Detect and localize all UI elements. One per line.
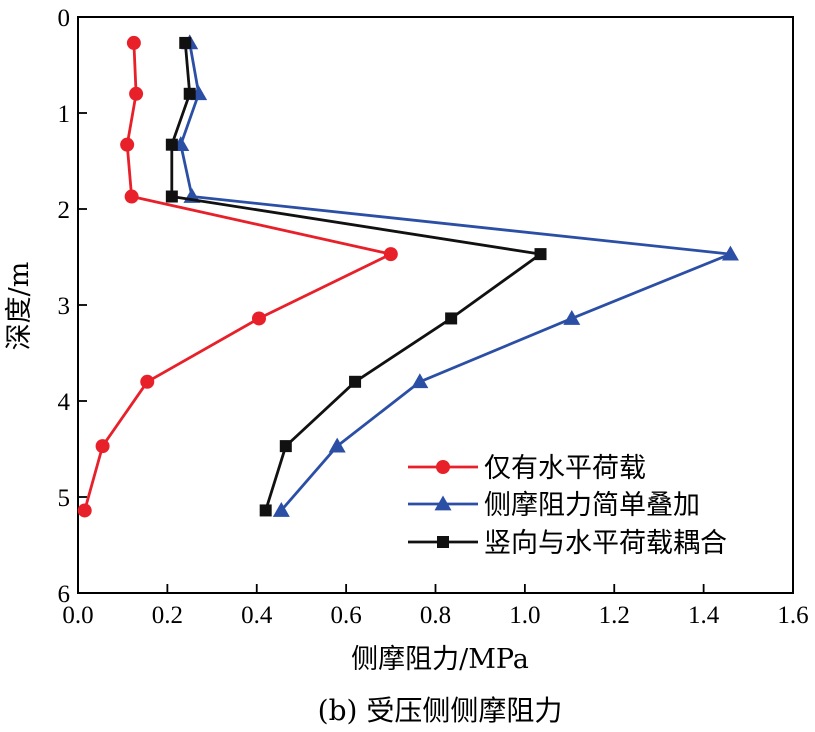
chart-caption: (b) 受压侧侧摩阻力 xyxy=(318,694,563,727)
data-point xyxy=(165,190,178,203)
data-point xyxy=(140,374,155,389)
series-1 xyxy=(77,35,398,518)
x-tick-label: 1.6 xyxy=(777,602,808,629)
data-point xyxy=(534,248,547,261)
data-point xyxy=(721,245,739,261)
y-tick-label: 0 xyxy=(58,5,71,32)
x-tick-label: 1.0 xyxy=(509,602,540,629)
data-point xyxy=(259,504,272,517)
legend-marker xyxy=(434,495,452,511)
data-point xyxy=(77,503,92,518)
series-line xyxy=(179,42,732,512)
legend-entry: 竖向与水平荷载耦合 xyxy=(408,528,727,559)
data-point xyxy=(179,36,192,49)
data-point xyxy=(251,311,266,326)
legend-label: 仅有水平荷载 xyxy=(484,453,646,484)
data-point xyxy=(563,309,581,325)
data-point xyxy=(272,501,290,517)
data-point xyxy=(349,375,362,388)
legend-marker xyxy=(437,536,449,548)
y-tick-label: 1 xyxy=(58,101,71,128)
x-axis-title: 侧摩阻力/MPa xyxy=(351,644,529,675)
data-point xyxy=(129,86,144,101)
data-point xyxy=(95,439,110,454)
x-tick-label: 0.0 xyxy=(62,602,93,629)
data-point xyxy=(411,373,429,389)
series-2 xyxy=(172,34,739,517)
data-point xyxy=(165,138,178,151)
data-point xyxy=(383,247,398,262)
data-point xyxy=(279,440,292,453)
legend-label: 侧摩阻力简单叠加 xyxy=(484,490,700,521)
data-point xyxy=(120,137,135,152)
legend-entry: 仅有水平荷载 xyxy=(408,453,646,484)
y-tick-label: 5 xyxy=(58,485,71,512)
ticks: 0.0 0.2 0.4 0.6 0.8 1.0 1.2 1.4 1.6 0 1 2 3 4 5 6 xyxy=(58,5,809,629)
data-point xyxy=(124,189,139,204)
x-tick-label: 0.6 xyxy=(331,602,362,629)
y-tick-label: 2 xyxy=(58,197,71,224)
data-point xyxy=(328,437,346,453)
series-lines xyxy=(77,34,739,518)
series-3 xyxy=(165,36,547,517)
x-tick-label: 0.8 xyxy=(420,602,451,629)
legend-marker xyxy=(436,460,450,474)
y-tick-label: 4 xyxy=(58,389,71,416)
data-point xyxy=(126,35,141,50)
x-tick-label: 1.2 xyxy=(599,602,630,629)
x-tick-label: 0.4 xyxy=(241,602,273,629)
y-tick-label: 3 xyxy=(58,293,71,320)
legend-label: 竖向与水平荷载耦合 xyxy=(484,528,727,559)
x-tick-label: 1.4 xyxy=(688,602,720,629)
data-point xyxy=(183,87,196,100)
y-tick-label: 6 xyxy=(58,581,71,608)
data-point xyxy=(445,312,458,325)
y-axis-title: 深度/m xyxy=(4,262,35,351)
series-line xyxy=(170,42,542,511)
legend-entry: 侧摩阻力简单叠加 xyxy=(408,490,700,521)
x-tick-label: 0.2 xyxy=(152,602,183,629)
